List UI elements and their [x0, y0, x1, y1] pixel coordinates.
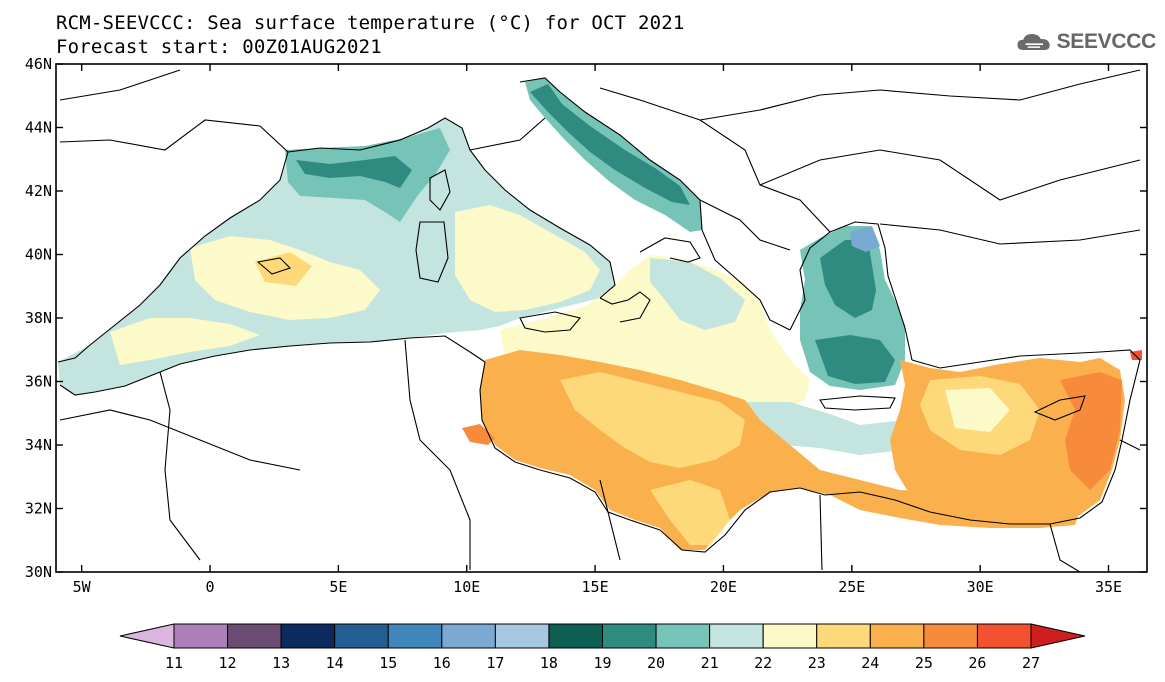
coastlines	[57, 69, 1141, 572]
lon-tick-label: 0	[206, 578, 215, 596]
colorbar-label: 23	[808, 654, 826, 672]
lon-tick-label: 35E	[1095, 578, 1122, 596]
colorbar-label: 22	[754, 654, 772, 672]
cloud-icon	[1017, 33, 1050, 51]
aegean-core	[820, 240, 876, 318]
colorbar-label: 17	[486, 654, 504, 672]
lat-tick-label: 44N	[25, 119, 52, 137]
colorbar-box	[334, 623, 389, 649]
colorbar-label: 25	[915, 654, 933, 672]
colorbar: 11 12 13 14 15 16 17 18 19 20 21 22 23 24 25 26 27	[119, 623, 1086, 672]
colorbar-label: 20	[647, 654, 665, 672]
levantine-east-hot	[1060, 372, 1122, 490]
colorbar-label: 14	[326, 654, 344, 672]
colorbar-label: 19	[593, 654, 611, 672]
colorbar-label: 27	[1022, 654, 1040, 672]
algerian-warm-patch	[110, 318, 260, 365]
colorbar-label: 26	[968, 654, 986, 672]
colorbar-box	[173, 623, 229, 649]
colorbar-label: 16	[433, 654, 451, 672]
colorbar-box	[762, 623, 818, 649]
colorbar-label: 12	[219, 654, 237, 672]
lon-tick-label: 10E	[453, 578, 480, 596]
colorbar-label: 21	[701, 654, 719, 672]
seevccc-logo: SEEVCCC	[1016, 26, 1156, 58]
map-title: RCM-SEEVCCC: Sea surface temperature (°C…	[56, 12, 685, 34]
colorbar-box	[280, 623, 336, 649]
colorbar-label: 13	[272, 654, 290, 672]
colorbar-label: 15	[379, 654, 397, 672]
lon-tick-label: 30E	[967, 578, 994, 596]
colorbar-label: 24	[861, 654, 879, 672]
gulf-of-lion-core	[296, 156, 412, 188]
colorbar-label: 11	[165, 654, 183, 672]
colorbar-box	[816, 623, 871, 649]
colorbar-box	[602, 623, 657, 649]
sidra-lighter-patch	[560, 372, 745, 468]
sst-field	[57, 69, 1142, 572]
levantine-teal-patch	[945, 388, 1010, 432]
tunisia-coast-red	[462, 424, 495, 445]
lat-tick-label: 38N	[25, 309, 52, 327]
longitude-axis: 5W 0 5E 10E 15E 20E 25E 30E 35E	[73, 64, 1122, 596]
lat-tick-label: 34N	[25, 436, 52, 454]
tyrrhenian-warm	[455, 205, 600, 312]
lon-tick-label: 25E	[838, 578, 865, 596]
aegean-north-blue	[850, 226, 880, 252]
colorbar-box	[923, 623, 978, 649]
colorbar-box	[548, 623, 603, 649]
adriatic-core	[530, 84, 690, 205]
colorbar-box	[227, 623, 282, 649]
forecast-start-subtitle: Forecast start: 00Z01AUG2021	[56, 36, 382, 58]
colorbar-max-triangle	[1030, 623, 1086, 649]
colorbar-box	[494, 623, 550, 649]
libya-coast-patch	[650, 480, 730, 545]
lon-tick-label: 20E	[710, 578, 737, 596]
colorbar-box	[387, 623, 443, 649]
lat-tick-label: 42N	[25, 182, 52, 200]
lat-tick-label: 46N	[25, 55, 52, 73]
latitude-axis: 46N 44N 42N 40N 38N 36N 34N 32N 30N	[25, 55, 1147, 581]
colorbar-box	[655, 623, 711, 649]
lon-tick-label: 15E	[582, 578, 609, 596]
lon-tick-label: 5W	[73, 578, 92, 596]
aegean-south-core	[815, 335, 895, 384]
colorbar-min-triangle	[119, 623, 175, 649]
colorbar-box	[976, 623, 1032, 649]
lon-tick-label: 5E	[329, 578, 347, 596]
lat-tick-label: 32N	[25, 500, 52, 518]
colorbar-label: 18	[540, 654, 558, 672]
lat-tick-label: 30N	[25, 563, 52, 581]
colorbar-box	[709, 623, 764, 649]
lat-tick-label: 36N	[25, 373, 52, 391]
colorbar-box	[441, 623, 496, 649]
colorbar-box	[869, 623, 925, 649]
lat-tick-label: 40N	[25, 246, 52, 264]
logo-text: SEEVCCC	[1056, 30, 1157, 53]
ionian-teal-patch-2	[740, 402, 930, 455]
ionian-teal-patch	[650, 258, 745, 330]
